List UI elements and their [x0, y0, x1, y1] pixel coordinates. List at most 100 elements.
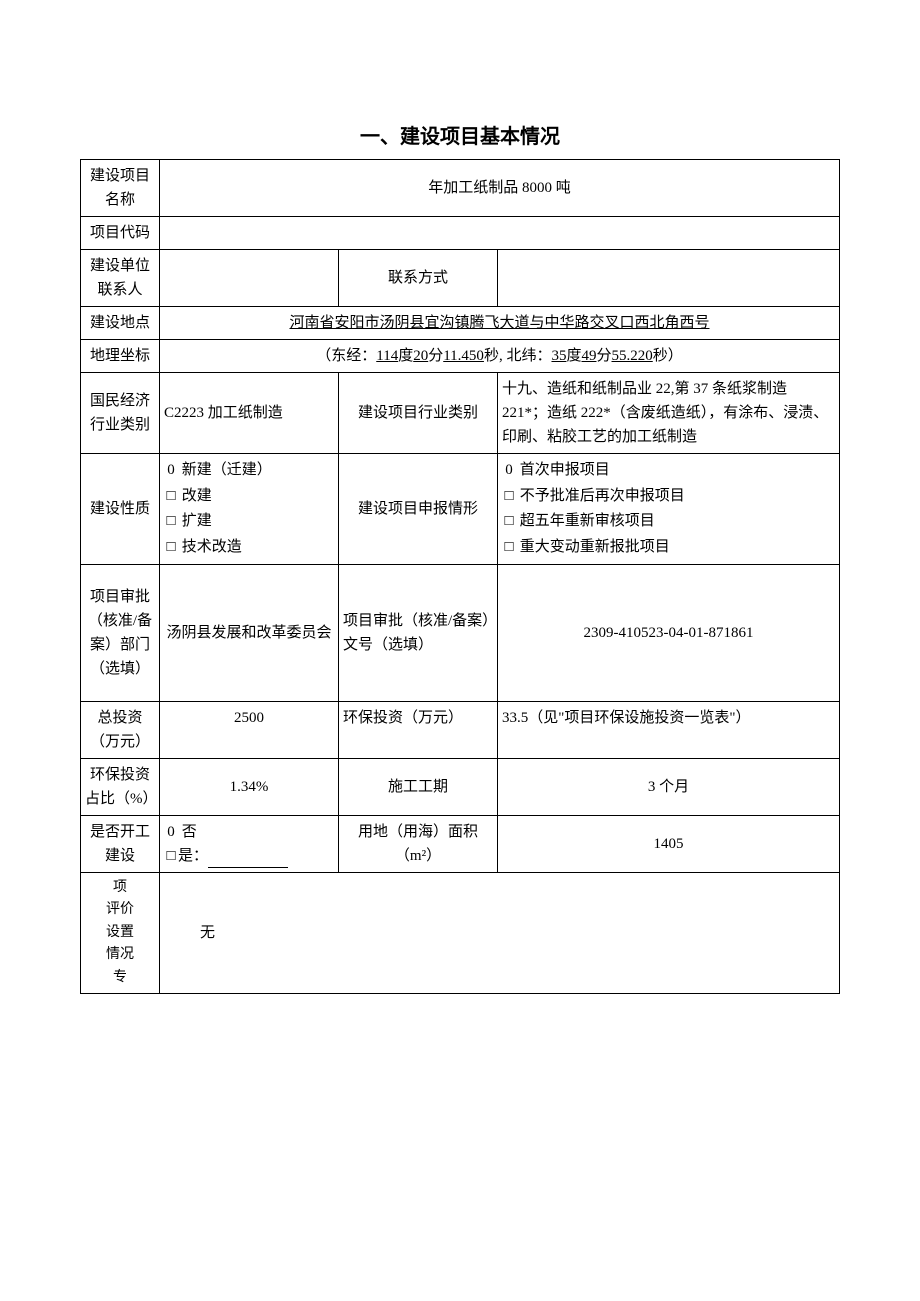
label-char: 专: [85, 967, 155, 989]
checkbox-icon: □: [164, 535, 178, 561]
value-started: 0 否 □是：: [160, 816, 339, 873]
opt-text: 技术改造: [182, 539, 242, 555]
label-industry: 国民经济行业类别: [81, 373, 160, 454]
declare-opt-0: 0 首次申报项目: [502, 458, 835, 484]
opt-text: 否: [182, 824, 197, 840]
row-approval: 项目审批（核准/备案）部门（选填） 汤阴县发展和改革委员会 项目审批（核准/备案…: [81, 565, 840, 702]
row-nature: 建设性质 0 新建（迁建） □ 改建 □ 扩建 □ 技术改造 建设项目申报情形 …: [81, 454, 840, 565]
value-env-investment: 33.5（见"项目环保设施投资一览表"）: [498, 702, 840, 759]
value-special-eval: 无: [160, 873, 840, 994]
nature-opt-0: 0 新建（迁建）: [164, 458, 334, 484]
label-char: 情况: [85, 944, 155, 966]
value-industry-type: 十九、造纸和纸制品业 22,第 37 条纸浆制造 221*；造纸 222*（含废…: [498, 373, 840, 454]
opt-text: 首次申报项目: [520, 462, 610, 478]
coords-prefix: （东经：: [316, 348, 376, 364]
label-coords: 地理坐标: [81, 340, 160, 373]
checkbox-icon: □: [164, 484, 178, 510]
yes-blank: [208, 852, 288, 868]
value-contact-method: [498, 250, 840, 307]
lat-prefix: 北纬：: [506, 348, 551, 364]
lon-min-unit: 分: [428, 348, 443, 364]
row-address: 建设地点 河南省安阳市汤阴县宜沟镇腾飞大道与中华路交叉口西北角西号: [81, 307, 840, 340]
nature-opt-2: □ 扩建: [164, 509, 334, 535]
row-investment: 总投资（万元） 2500 环保投资（万元） 33.5（见"项目环保设施投资一览表…: [81, 702, 840, 759]
label-industry-type: 建设项目行业类别: [339, 373, 498, 454]
nature-opt-3: □ 技术改造: [164, 535, 334, 561]
label-special-eval: 项 评价 设置 情况 专: [81, 873, 160, 994]
lat-min-unit: 分: [596, 348, 611, 364]
row-env-ratio: 环保投资占比（%） 1.34% 施工工期 3 个月: [81, 759, 840, 816]
label-char: 设置: [85, 922, 155, 944]
checkbox-icon: 0: [164, 458, 178, 484]
value-approval: 汤阴县发展和改革委员会: [160, 565, 339, 702]
label-duration: 施工工期: [339, 759, 498, 816]
label-started: 是否开工建设: [81, 816, 160, 873]
label-approval: 项目审批（核准/备案）部门（选填）: [81, 565, 160, 702]
checkbox-icon: 0: [164, 820, 178, 844]
checkbox-icon: □: [164, 509, 178, 535]
opt-text: 重大变动重新报批项目: [520, 539, 670, 555]
opt-text: 超五年重新审核项目: [520, 513, 655, 529]
value-land-area: 1405: [498, 816, 840, 873]
value-env-ratio: 1.34%: [160, 759, 339, 816]
opt-text: 扩建: [182, 513, 212, 529]
lon-sec: 11.450: [443, 348, 484, 364]
value-address: 河南省安阳市汤阴县宜沟镇腾飞大道与中华路交叉口西北角西号: [160, 307, 840, 340]
value-project-name: 年加工纸制品 8000 吨: [160, 160, 840, 217]
value-industry: C2223 加工纸制造: [160, 373, 339, 454]
label-project-name: 建设项目名称: [81, 160, 160, 217]
row-construction-started: 是否开工建设 0 否 □是： 用地（用海）面积（m²） 1405: [81, 816, 840, 873]
label-nature: 建设性质: [81, 454, 160, 565]
value-declare-type: 0 首次申报项目 □ 不予批准后再次申报项目 □ 超五年重新审核项目 □ 重大变…: [498, 454, 840, 565]
address-text: 河南省安阳市汤阴县宜沟镇腾飞大道与中华路交叉口西北角西号: [289, 315, 709, 331]
lat-sec: 55.220: [612, 348, 653, 364]
opt-text: 改建: [182, 488, 212, 504]
checkbox-icon: 0: [502, 458, 516, 484]
opt-text: 新建（迁建）: [182, 462, 272, 478]
value-contact-person: [160, 250, 339, 307]
checkbox-icon: □: [502, 509, 516, 535]
lat-min: 49: [581, 348, 596, 364]
label-env-ratio: 环保投资占比（%）: [81, 759, 160, 816]
started-opt-no: 0 否: [164, 820, 334, 844]
row-contact: 建设单位联系人 联系方式: [81, 250, 840, 307]
label-env-investment: 环保投资（万元）: [339, 702, 498, 759]
row-industry: 国民经济行业类别 C2223 加工纸制造 建设项目行业类别 十九、造纸和纸制品业…: [81, 373, 840, 454]
nature-opt-1: □ 改建: [164, 484, 334, 510]
lon-min: 20: [413, 348, 428, 364]
label-char: 项: [85, 877, 155, 899]
lat-sec-unit: 秒）: [653, 348, 683, 364]
info-table: 建设项目名称 年加工纸制品 8000 吨 项目代码 建设单位联系人 联系方式 建…: [80, 159, 840, 994]
declare-opt-1: □ 不予批准后再次申报项目: [502, 484, 835, 510]
label-declare-type: 建设项目申报情形: [339, 454, 498, 565]
label-approval-no: 项目审批（核准/备案）文号（选填）: [339, 565, 498, 702]
label-project-code: 项目代码: [81, 217, 160, 250]
label-contact-person: 建设单位联系人: [81, 250, 160, 307]
label-address: 建设地点: [81, 307, 160, 340]
lon-deg-unit: 度: [398, 348, 413, 364]
checkbox-icon: □: [502, 535, 516, 561]
checkbox-icon: □: [502, 484, 516, 510]
row-project-name: 建设项目名称 年加工纸制品 8000 吨: [81, 160, 840, 217]
started-opt-yes: □是：: [164, 844, 334, 868]
opt-text: 是：: [178, 848, 208, 864]
opt-text: 不予批准后再次申报项目: [520, 488, 685, 504]
lat-deg: 35: [551, 348, 566, 364]
value-coords: （东经：114度20分11.450秒, 北纬：35度49分55.220秒）: [160, 340, 840, 373]
declare-opt-2: □ 超五年重新审核项目: [502, 509, 835, 535]
value-approval-no: 2309-410523-04-01-871861: [498, 565, 840, 702]
value-project-code: [160, 217, 840, 250]
label-land-area: 用地（用海）面积（m²）: [339, 816, 498, 873]
lon-deg: 114: [376, 348, 398, 364]
declare-opt-3: □ 重大变动重新报批项目: [502, 535, 835, 561]
row-coords: 地理坐标 （东经：114度20分11.450秒, 北纬：35度49分55.220…: [81, 340, 840, 373]
label-char: 评价: [85, 899, 155, 921]
checkbox-icon: □: [164, 844, 178, 868]
lat-deg-unit: 度: [566, 348, 581, 364]
section-title: 一、建设项目基本情况: [80, 120, 840, 149]
value-investment: 2500: [160, 702, 339, 759]
value-duration: 3 个月: [498, 759, 840, 816]
lon-sec-unit: 秒,: [484, 348, 507, 364]
value-nature: 0 新建（迁建） □ 改建 □ 扩建 □ 技术改造: [160, 454, 339, 565]
label-contact-method: 联系方式: [339, 250, 498, 307]
